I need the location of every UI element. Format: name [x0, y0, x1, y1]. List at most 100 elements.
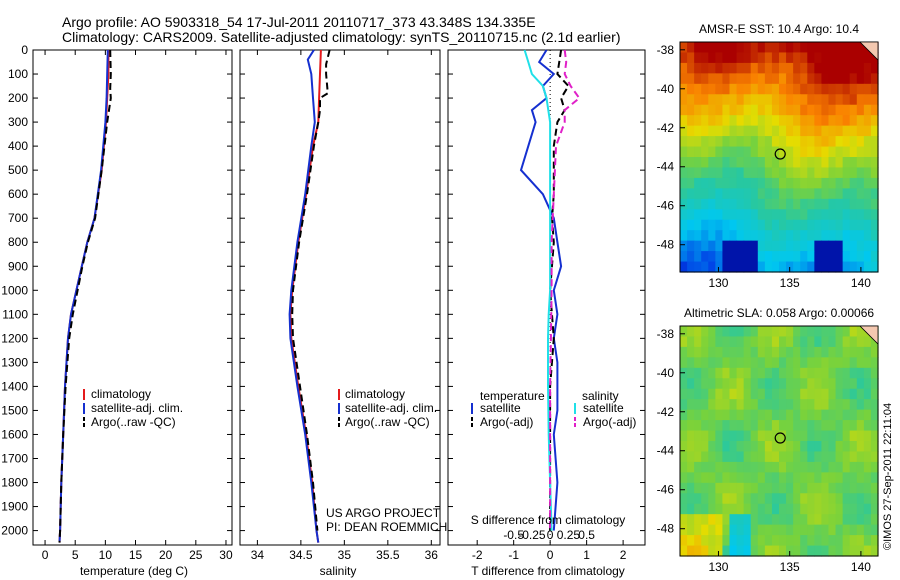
sla-map-cell: [807, 336, 815, 348]
sst-map-cell: [743, 62, 752, 74]
salinity-difference-tick-label: -0.5: [503, 528, 524, 542]
sst-map-cell: [743, 73, 752, 85]
sst-map-cell: [729, 167, 738, 179]
sla-map-cell: [856, 472, 865, 484]
sst-map-cell: [828, 219, 837, 231]
sst-map-cell: [687, 198, 695, 210]
sst-map-cell: [771, 167, 780, 179]
sst-map-cell: [793, 177, 801, 189]
sla-map-cell: [835, 514, 844, 526]
sst-map-cell: [715, 115, 724, 127]
sla-map-ytick-label: -38: [657, 327, 675, 341]
sst-map-cell: [757, 240, 766, 252]
sst-map-cell: [779, 42, 787, 54]
sst-map-cell: [821, 42, 830, 54]
sla-map-cell: [687, 388, 695, 400]
sla-map-cell: [821, 346, 830, 358]
difference-xtick-label: 2: [620, 548, 627, 562]
sst-map-cell: [786, 157, 794, 169]
sla-map-cell: [835, 378, 844, 390]
sst-map-cell: [750, 219, 759, 231]
sst-map-cell: [835, 104, 844, 116]
sla-map-cell: [687, 378, 695, 390]
sla-map-cell: [779, 430, 787, 442]
sst-map-cell: [771, 219, 780, 231]
sst-map-cell: [842, 240, 851, 252]
sla-map-cell: [786, 482, 794, 494]
sla-map-cell: [821, 535, 830, 547]
sst-map-cell: [750, 42, 759, 54]
sla-map-cell: [722, 388, 731, 400]
sst-map-cell: [828, 83, 837, 95]
sla-map-cell: [757, 503, 766, 515]
sla-map-cell: [687, 399, 695, 411]
sst-map-cell: [849, 125, 858, 137]
sla-map-cell: [715, 524, 724, 536]
sla-map-cell: [863, 420, 872, 432]
sla-map-cell: [821, 336, 830, 348]
sla-map-cell: [687, 493, 695, 505]
sst-map-cell: [722, 261, 731, 273]
sst-map-cell: [757, 188, 766, 200]
sst-map-cell: [849, 188, 858, 200]
sla-map-cell: [849, 420, 858, 432]
sla-map-cell: [694, 399, 702, 411]
sst-map-cell: [828, 167, 837, 179]
sla-map-cell: [779, 514, 787, 526]
sst-map-cell: [722, 177, 731, 189]
sst-map-cell: [750, 261, 759, 273]
sst-map-cell: [856, 157, 865, 169]
sst-map-cell: [863, 251, 872, 263]
sst-map-cell: [821, 188, 830, 200]
sst-map-cell: [680, 240, 688, 252]
sst-map-cell: [870, 157, 879, 169]
sst-map-cell: [764, 251, 773, 263]
sst-map-cell: [687, 188, 695, 200]
sla-map-cell: [779, 493, 787, 505]
sst-map-cell: [842, 136, 851, 148]
sst-map-cell: [715, 240, 724, 252]
sla-map-cell: [743, 420, 752, 432]
pi-annotation: PI: DEAN ROEMMICH: [326, 520, 447, 534]
sst-map-cell: [870, 198, 879, 210]
sla-map-cell: [786, 399, 794, 411]
sla-map-cell: [687, 326, 695, 338]
sst-map-cell: [835, 209, 844, 221]
sst-map-cell: [694, 125, 702, 137]
figure-title-line2: Climatology: CARS2009. Satellite-adjuste…: [62, 29, 620, 45]
sst-map-cell: [814, 230, 823, 242]
sla-map-cell: [729, 461, 738, 473]
sla-map-cell: [800, 388, 808, 400]
sst-map-cell: [863, 52, 872, 64]
sst-map-cell: [715, 219, 724, 231]
sst-map-cell: [814, 167, 823, 179]
depth-tick-label: 1300: [1, 355, 28, 369]
sst-map-cell: [793, 240, 801, 252]
sla-map-cell: [779, 388, 787, 400]
sst-map-cell: [828, 136, 837, 148]
sla-map-cell: [863, 461, 872, 473]
sst-map-cell: [764, 209, 773, 221]
sst-map-cell: [729, 136, 738, 148]
sst-map-cell: [814, 94, 823, 106]
sla-map-cell: [814, 336, 823, 348]
sla-map-cell: [863, 430, 872, 442]
sla-map-cell: [743, 409, 752, 421]
sst-map-cell: [807, 188, 815, 200]
sst-map-cell: [793, 146, 801, 158]
legend-label: climatology: [91, 387, 151, 401]
sla-map-cell: [856, 503, 865, 515]
sst-map-cell: [694, 62, 702, 74]
sst-map-cell: [835, 136, 844, 148]
sla-map-cell: [793, 399, 801, 411]
depth-tick-label: 1900: [1, 500, 28, 514]
sla-map-cell: [771, 409, 780, 421]
sst-map-cell: [779, 146, 787, 158]
sst-map-cell: [750, 198, 759, 210]
sst-map-cell: [736, 240, 745, 252]
sst-map-cell: [715, 157, 724, 169]
sst-map-cell: [757, 146, 766, 158]
sst-map-cell: [807, 115, 815, 127]
sla-map-cell: [750, 441, 759, 453]
sla-map-cell: [814, 430, 823, 442]
